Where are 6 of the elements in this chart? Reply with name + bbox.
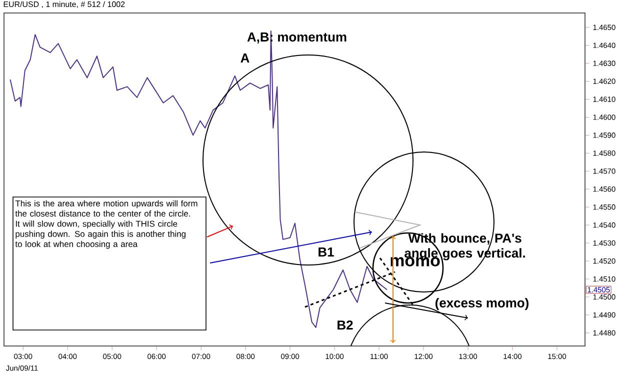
line-series (10, 30, 388, 328)
annotation: B1 (318, 248, 334, 256)
annotation: This is the area where motion upwards will form the closest distance to the center of the circle. It will slow down, specially with THIS circle pushing down. So again this is another thing to look at when choosing a area (15, 200, 198, 249)
annotation: A (240, 54, 250, 62)
annotation: (excess momo) (436, 298, 528, 310)
annotation: B2 (338, 320, 353, 330)
